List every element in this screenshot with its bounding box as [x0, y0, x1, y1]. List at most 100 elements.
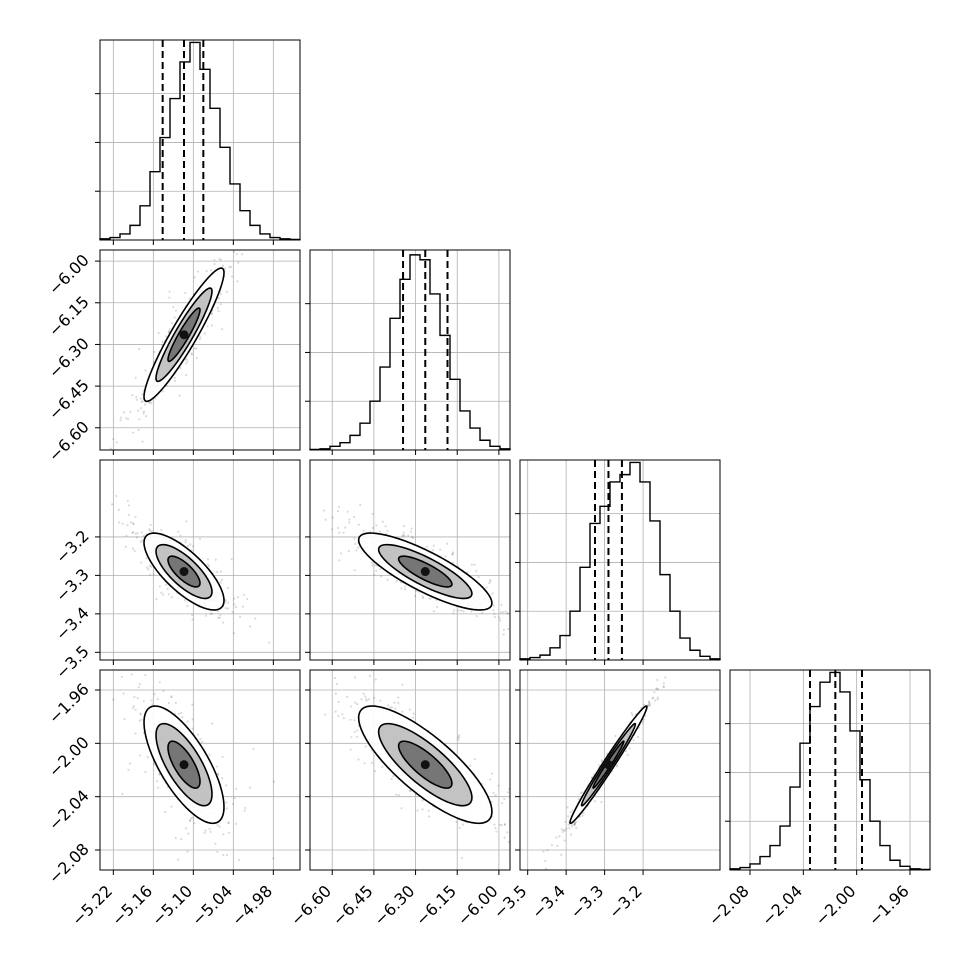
scatter-point — [138, 418, 141, 421]
scatter-point — [333, 676, 336, 680]
scatter-point — [375, 524, 378, 527]
scatter-point — [466, 571, 469, 574]
scatter-point — [244, 222, 246, 224]
scatter-point — [359, 503, 362, 507]
scatter-point — [221, 777, 224, 780]
scatter-point — [455, 820, 458, 824]
scatter-point — [259, 242, 261, 244]
scatter-point — [237, 876, 239, 878]
scatter-point — [374, 564, 377, 567]
scatter-point — [556, 844, 559, 847]
scatter-point — [265, 514, 267, 516]
scatter-point — [338, 531, 341, 534]
scatter-point — [392, 775, 395, 778]
scatter-point — [142, 534, 145, 537]
scatter-point — [95, 499, 97, 501]
scatter-point — [364, 695, 367, 698]
scatter-point — [573, 823, 576, 826]
scatter-point — [206, 558, 210, 561]
scatter-panel-2-0: −3.5−3.4−3.3−3.2 — [52, 459, 301, 683]
scatter-point — [139, 397, 142, 400]
scatter-point — [412, 712, 415, 715]
scatter-point — [344, 526, 347, 529]
scatter-point — [636, 736, 640, 739]
scatter-point — [421, 808, 424, 811]
scatter-point — [462, 823, 465, 826]
panel-frame — [729, 669, 931, 871]
scatter-point — [251, 879, 253, 881]
scatter-point — [569, 833, 573, 836]
scatter-point — [402, 524, 405, 528]
scatter-point — [598, 764, 601, 767]
scatter-point — [191, 703, 194, 706]
scatter-point — [219, 258, 222, 261]
scatter-point — [204, 614, 207, 617]
scatter-point — [355, 735, 359, 738]
scatter-point — [642, 718, 646, 721]
scatter-point — [389, 706, 392, 709]
scatter-point — [355, 549, 358, 552]
scatter-point — [432, 610, 436, 613]
scatter-point — [394, 707, 397, 710]
y-tick-label: −3.3 — [52, 565, 93, 606]
scatter-point — [266, 909, 268, 911]
scatter-point — [190, 352, 193, 355]
scatter-point — [160, 591, 163, 594]
scatter-point — [170, 696, 173, 699]
scatter-point — [408, 708, 411, 711]
scatter-point — [144, 369, 147, 372]
scatter-point — [656, 698, 659, 701]
scatter-point — [427, 809, 430, 812]
scatter-point — [217, 310, 220, 313]
scatter-point — [497, 784, 500, 787]
scatter-point — [180, 838, 183, 841]
scatter-point — [168, 328, 171, 331]
scatter-point — [662, 685, 665, 688]
scatter-point — [138, 683, 141, 686]
scatter-point — [338, 559, 341, 562]
scatter-point — [225, 290, 229, 293]
scatter-point — [543, 642, 545, 644]
scatter-point — [648, 700, 651, 703]
scatter-point — [573, 821, 577, 824]
scatter-point — [500, 603, 503, 606]
scatter-point — [503, 797, 506, 801]
scatter-point — [184, 827, 188, 830]
scatter-point — [166, 587, 169, 591]
scatter-point — [139, 712, 142, 715]
scatter-point — [235, 822, 238, 826]
scatter-point — [425, 545, 429, 548]
scatter-point — [567, 823, 570, 827]
y-tick-label: −3.2 — [52, 526, 93, 567]
scatter-point — [141, 440, 144, 443]
scatter-point — [507, 840, 510, 843]
scatter-point — [386, 578, 389, 581]
scatter-point — [134, 732, 137, 735]
scatter-point — [146, 566, 149, 569]
scatter-point — [348, 518, 351, 521]
scatter-point — [241, 605, 245, 608]
scatter-point — [205, 269, 208, 273]
scatter-point — [104, 636, 106, 638]
scatter-point — [210, 312, 213, 315]
scatter-point — [493, 612, 496, 615]
scatter-point — [120, 675, 123, 679]
scatter-point — [250, 665, 252, 667]
scatter-point — [347, 549, 350, 553]
scatter-point — [336, 526, 340, 530]
scatter-point — [193, 821, 196, 825]
scatter-point — [174, 836, 177, 840]
scatter-point — [134, 532, 137, 535]
scatter-point — [614, 734, 617, 738]
scatter-point — [158, 681, 161, 684]
scatter-point — [452, 561, 455, 564]
scatter-point — [173, 379, 177, 383]
panel-frame — [99, 249, 301, 451]
scatter-point — [222, 243, 224, 245]
scatter-point — [196, 270, 200, 273]
scatter-point — [353, 676, 357, 679]
scatter-point — [662, 685, 665, 689]
scatter-point — [655, 687, 658, 690]
scatter-point — [151, 703, 154, 706]
scatter-point — [546, 826, 548, 828]
